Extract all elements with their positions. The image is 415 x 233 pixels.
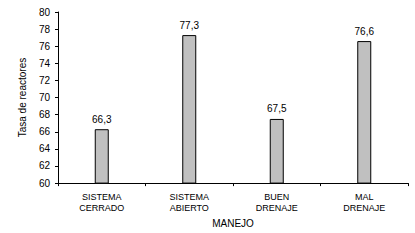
svg-text:77,3: 77,3	[180, 20, 200, 31]
svg-text:70: 70	[39, 92, 51, 103]
svg-text:67,5: 67,5	[267, 103, 287, 114]
svg-text:SISTEMA: SISTEMA	[169, 192, 209, 202]
svg-text:78: 78	[39, 24, 51, 35]
svg-text:CERRADO: CERRADO	[79, 203, 124, 213]
svg-text:74: 74	[39, 58, 51, 69]
svg-text:72: 72	[39, 75, 51, 86]
svg-text:68: 68	[39, 109, 51, 120]
svg-text:MAL: MAL	[355, 192, 374, 202]
svg-text:Tasa de reactores: Tasa de reactores	[17, 58, 28, 138]
svg-text:80: 80	[39, 7, 51, 18]
svg-text:SISTEMA: SISTEMA	[82, 192, 122, 202]
svg-text:DRENAJE: DRENAJE	[256, 203, 298, 213]
svg-text:66,3: 66,3	[92, 114, 112, 125]
svg-text:76,6: 76,6	[355, 26, 375, 37]
svg-text:66: 66	[39, 126, 51, 137]
svg-text:ABIERTO: ABIERTO	[170, 203, 209, 213]
svg-text:76: 76	[39, 41, 51, 52]
svg-text:62: 62	[39, 160, 51, 171]
svg-text:60: 60	[39, 178, 51, 189]
svg-text:MANEJO: MANEJO	[212, 218, 254, 229]
svg-text:BUEN: BUEN	[264, 192, 289, 202]
svg-text:64: 64	[39, 143, 51, 154]
svg-text:DRENAJE: DRENAJE	[343, 203, 385, 213]
